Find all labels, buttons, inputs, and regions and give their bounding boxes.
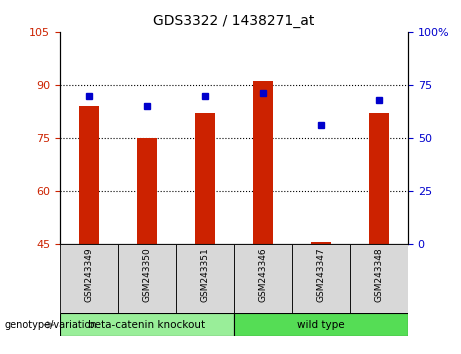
Text: GSM243347: GSM243347 (316, 248, 325, 302)
Text: GSM243350: GSM243350 (142, 248, 152, 302)
Text: wild type: wild type (297, 320, 345, 330)
Bar (118, 244, 176, 313)
Text: GSM243349: GSM243349 (84, 248, 94, 302)
Bar (234, 313, 408, 336)
Bar (60, 313, 234, 336)
Bar (311, 242, 331, 244)
Bar (195, 113, 215, 244)
Bar (176, 244, 234, 313)
Bar (137, 138, 157, 244)
Bar (79, 106, 99, 244)
Bar (234, 244, 292, 313)
Title: GDS3322 / 1438271_at: GDS3322 / 1438271_at (153, 14, 315, 28)
Bar (253, 81, 273, 244)
Bar (60, 244, 118, 313)
Text: GSM243348: GSM243348 (374, 248, 384, 302)
Text: beta-catenin knockout: beta-catenin knockout (89, 320, 206, 330)
Bar (369, 113, 389, 244)
Text: GSM243351: GSM243351 (201, 248, 209, 302)
Text: GSM243346: GSM243346 (259, 248, 267, 302)
Text: genotype/variation: genotype/variation (5, 320, 97, 330)
Bar (292, 244, 350, 313)
Bar (350, 244, 408, 313)
